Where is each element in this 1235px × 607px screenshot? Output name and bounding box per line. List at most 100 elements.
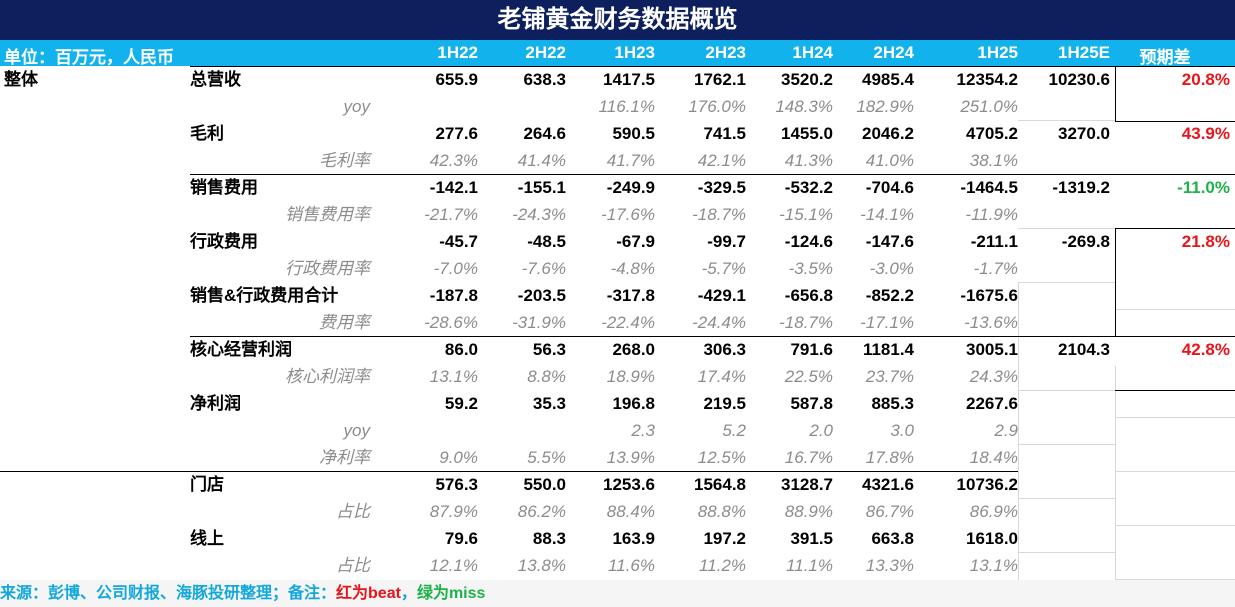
ratio-cell: 24.3% (969, 367, 1018, 386)
ratio-cell: 88.4% (606, 502, 655, 521)
subrow-label: 占比 (336, 502, 370, 521)
value-cell: 663.8 (871, 529, 914, 548)
value-cell: 219.5 (703, 394, 746, 413)
row-label: 销售&行政费用合计 (190, 286, 339, 305)
diff-cell (1120, 282, 1230, 309)
group-label-total: 整体 (4, 70, 38, 89)
ratio-cell: 116.1% (598, 97, 655, 116)
footer-beat-note: 红为beat (336, 585, 401, 602)
col-header-1h25: 1H25 (977, 43, 1018, 62)
footer-separator: ， (400, 585, 417, 602)
ratio-cell: 88.9% (784, 502, 833, 521)
value-cell: 655.9 (435, 70, 478, 89)
value-cell: 3128.7 (781, 475, 833, 494)
value-cell: -704.6 (865, 178, 914, 197)
value-cell: 4321.6 (862, 475, 914, 494)
diff-cell: 20.8% (1181, 70, 1230, 89)
col-header-diff: 预期差 (1139, 48, 1191, 67)
value-cell: 12354.2 (956, 70, 1018, 89)
value-cell: 2267.6 (966, 394, 1018, 413)
table-border (1115, 228, 1116, 336)
grid-line (1115, 525, 1235, 526)
estimate-cell: 3270.0 (1058, 124, 1110, 143)
ratio-cell: 87.9% (429, 502, 478, 521)
column-header-bar: 单位：百万元，人民币 1H22 2H22 1H23 2H23 1H24 2H24… (0, 40, 1235, 67)
subrow-label: yoy (343, 97, 370, 116)
value-cell: -1675.6 (960, 286, 1018, 305)
ratio-cell: -14.1% (860, 205, 914, 224)
value-cell: 638.3 (523, 70, 566, 89)
estimate-cell (1030, 282, 1110, 309)
ratio-cell: -21.7% (424, 205, 478, 224)
ratio-cell: 12.5% (697, 448, 746, 467)
value-cell: 1181.4 (862, 340, 914, 359)
value-cell: 268.0 (612, 340, 655, 359)
diff-cell: 43.9% (1181, 124, 1230, 143)
diff-cell (1120, 390, 1230, 417)
footer-source: 来源：彭博、公司财报、海豚投研整理；备注： (0, 585, 337, 602)
estimate-cell: -1319.2 (1052, 178, 1110, 197)
estimate-cell: 2104.3 (1058, 340, 1110, 359)
value-cell: 10736.2 (956, 475, 1018, 494)
table-border (1115, 390, 1235, 391)
ratio-cell: -13.6% (964, 313, 1018, 332)
ratio-cell: 11.1% (786, 556, 833, 575)
value-cell: -67.9 (616, 232, 655, 251)
value-cell: 3520.2 (781, 70, 833, 89)
value-cell: 86.0 (444, 340, 478, 359)
ratio-cell: -17.1% (860, 313, 914, 332)
ratio-cell: 13.9% (606, 448, 655, 467)
ratio-cell: 41.0% (865, 151, 914, 170)
value-cell: -532.2 (784, 178, 833, 197)
grid-line (1018, 228, 1115, 229)
ratio-cell (398, 93, 478, 120)
value-cell: 264.6 (523, 124, 566, 143)
diff-cell (1120, 471, 1230, 498)
value-cell: 590.5 (612, 124, 655, 143)
estimate-cell (1030, 525, 1110, 552)
ratio-cell: -7.6% (521, 259, 566, 278)
col-header-2h22: 2H22 (525, 43, 566, 62)
value-cell: 1762.1 (694, 70, 746, 89)
grid-line (1018, 498, 1115, 499)
ratio-cell (486, 93, 566, 120)
value-cell: -45.7 (439, 232, 478, 251)
ratio-cell: -3.5% (788, 259, 833, 278)
diff-cell: 21.8% (1181, 232, 1230, 251)
value-cell: 59.2 (444, 394, 478, 413)
subrow-label: 占比 (336, 556, 370, 575)
value-cell: -203.5 (517, 286, 566, 305)
value-cell: -48.5 (527, 232, 566, 251)
col-header-1h24: 1H24 (792, 43, 833, 62)
financial-table: 整体 总营收 655.9 638.3 1417.5 1762.1 3520.2 4985.4… (0, 66, 1235, 580)
table-border (1115, 228, 1235, 229)
table-border (190, 336, 1235, 337)
ratio-cell: 13.3% (865, 556, 914, 575)
ratio-cell: -18.7% (692, 205, 746, 224)
row-label: 净利润 (190, 394, 241, 413)
subrow-label: 核心利润率 (285, 367, 370, 386)
diff-cell: -11.0% (1177, 178, 1230, 197)
ratio-cell: 41.7% (606, 151, 655, 170)
ratio-cell: 11.6% (608, 556, 655, 575)
table-border (190, 66, 1235, 67)
diff-cell (1120, 525, 1230, 552)
value-cell: 56.3 (532, 340, 566, 359)
ratio-cell: -24.4% (692, 313, 746, 332)
subrow-label: 毛利率 (319, 151, 370, 170)
subrow-label: 行政费用率 (285, 259, 370, 278)
ratio-cell: -1.7% (973, 259, 1018, 278)
value-cell: 79.6 (444, 529, 478, 548)
ratio-cell: 41.3% (784, 151, 833, 170)
ratio-cell: 86.9% (969, 502, 1018, 521)
value-cell: 1417.5 (603, 70, 655, 89)
subrow-label: 费用率 (319, 313, 370, 332)
ratio-cell: 8.8% (527, 367, 566, 386)
subrow-label: yoy (343, 421, 370, 440)
row-label: 销售费用 (190, 178, 258, 197)
col-header-2h24: 2H24 (873, 43, 914, 62)
table-border (1115, 121, 1235, 122)
row-label: 门店 (190, 475, 224, 494)
grid-line (1018, 552, 1115, 553)
grid-line (1018, 444, 1115, 445)
